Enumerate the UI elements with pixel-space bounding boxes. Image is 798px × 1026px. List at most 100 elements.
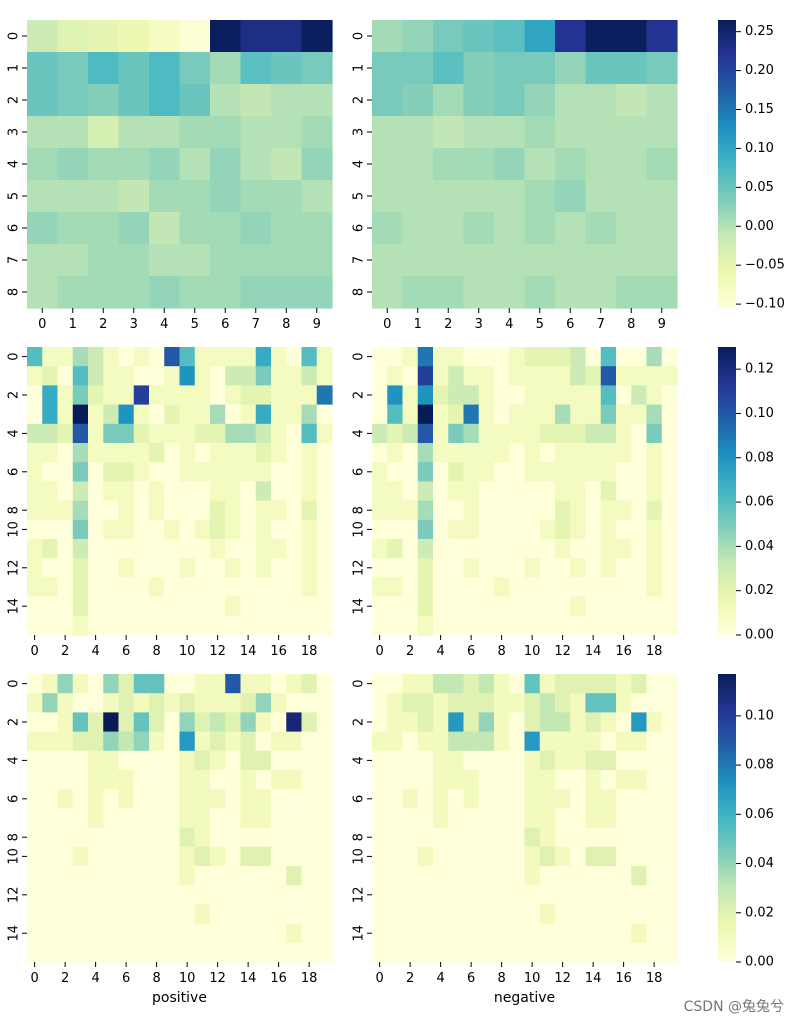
heatmap-cell [240, 366, 257, 386]
heatmap-cell [417, 789, 434, 809]
heatmap-cell [240, 404, 257, 425]
heatmap-cell [555, 347, 571, 367]
heatmap-cell [179, 52, 211, 85]
heatmap-cell [240, 885, 257, 905]
heatmap-cell [600, 712, 617, 733]
heatmap-cell [494, 404, 510, 425]
heatmap-cell [478, 942, 495, 963]
heatmap-cell [631, 500, 648, 521]
x-tick-label: 6 [122, 971, 130, 986]
heatmap-cell [194, 481, 211, 502]
heatmap-cell [179, 596, 196, 617]
heatmap-cell [133, 385, 150, 406]
heatmap-cell [631, 827, 648, 848]
heatmap-cell [600, 558, 617, 578]
heatmap-cell [179, 116, 211, 149]
heatmap-cell [555, 276, 587, 309]
heatmap-cell [271, 808, 287, 829]
heatmap-cell [210, 770, 226, 790]
heatmap-cell [585, 84, 617, 117]
heatmap-cell [463, 731, 480, 752]
heatmap-cell [57, 577, 74, 598]
heatmap-cell [179, 180, 211, 213]
heatmap-cell [179, 923, 196, 944]
heatmap-cell [27, 770, 43, 790]
heatmap-cell [433, 116, 465, 149]
heatmap-cell [448, 519, 465, 540]
heatmap-cell [478, 404, 495, 425]
heatmap-cell [88, 385, 104, 406]
heatmap-cell [616, 462, 632, 482]
heatmap-cell [42, 885, 59, 905]
heatmap-cell [494, 212, 526, 245]
heatmap-cell [133, 942, 150, 963]
heatmap-cell [646, 539, 663, 559]
heatmap-cell [524, 276, 556, 309]
heatmap-cell [616, 770, 632, 790]
y-tick-label: 4 [7, 429, 22, 437]
heatmap-cell [463, 789, 480, 809]
heatmap-cell [402, 789, 419, 809]
heatmap-cell [478, 385, 495, 406]
heatmap-cell [103, 770, 120, 790]
heatmap-cell [524, 770, 541, 790]
heatmap-cell [646, 212, 678, 245]
heatmap-cell [585, 615, 602, 636]
heatmap-cell [631, 423, 648, 444]
heatmap-cell [42, 500, 59, 521]
heatmap-cell [194, 596, 211, 617]
heatmap-cell [417, 808, 434, 829]
x-tick-label: 4 [91, 644, 99, 659]
heatmap-cell [616, 789, 632, 809]
heatmap-cell [179, 577, 196, 598]
heatmap-cell [494, 519, 510, 540]
y-tick-label: 14 [352, 925, 367, 942]
heatmap-cell [616, 750, 632, 771]
heatmap-cell [225, 674, 242, 694]
heatmap-cell [42, 462, 59, 482]
x-tick-label: 10 [179, 971, 196, 986]
heatmap-cell [42, 539, 59, 559]
heatmap-cell [646, 148, 678, 181]
heatmap-cell [42, 385, 59, 406]
heatmap-cell [149, 904, 165, 925]
x-tick-label: 14 [585, 971, 602, 986]
heatmap-cell [433, 577, 449, 598]
heatmap-cell [27, 712, 43, 733]
heatmap-cell [661, 942, 678, 963]
heatmap-cell [585, 462, 602, 482]
heatmap-cell [539, 577, 556, 598]
heatmap-cell [372, 116, 404, 149]
colorbar-tick-label: 0.06 [745, 807, 774, 822]
heatmap-cell [402, 539, 419, 559]
heatmap-cell [271, 558, 287, 578]
heatmap-cell [585, 481, 602, 502]
heatmap-cell [417, 712, 434, 733]
heatmap-cell [539, 423, 556, 444]
heatmap-cell [179, 731, 196, 752]
heatmap-cell [57, 674, 74, 694]
heatmap-cell [27, 347, 43, 367]
heatmap-cell [57, 750, 74, 771]
heatmap-cell [555, 904, 571, 925]
heatmap-cell [88, 558, 104, 578]
heatmap-cell [387, 423, 404, 444]
heatmap-cell [509, 615, 526, 636]
heatmap-cell [103, 462, 120, 482]
heatmap-cell [478, 423, 495, 444]
heatmap-cell [463, 693, 480, 713]
heatmap-cell [417, 731, 434, 752]
heatmap-cell [402, 770, 419, 790]
heatmap-cell [402, 750, 419, 771]
heatmap-cell [286, 923, 303, 944]
heatmap-cell [509, 519, 526, 540]
heatmap-cell [133, 596, 150, 617]
x-tick-label: 12 [554, 644, 571, 659]
heatmap-cell [494, 750, 510, 771]
heatmap-cell [433, 347, 449, 367]
heatmap-cell [372, 808, 388, 829]
heatmap-cell [240, 923, 257, 944]
x-tick-label: 0 [375, 644, 383, 659]
heatmap-cell [316, 519, 333, 540]
heatmap-cell [555, 750, 571, 771]
